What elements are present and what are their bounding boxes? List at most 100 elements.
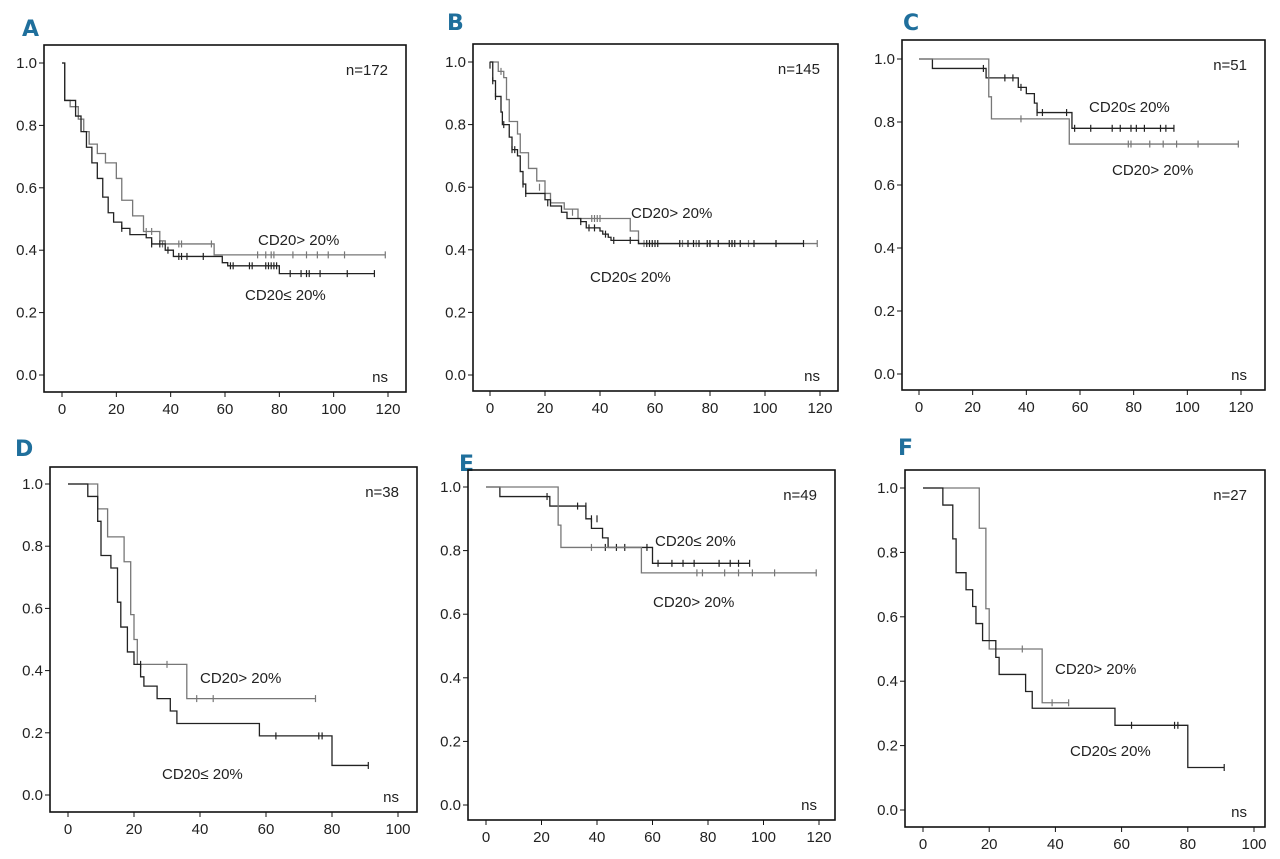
x-tick-label: 0 (58, 401, 66, 418)
series-label: CD20> 20% (200, 670, 281, 687)
y-tick-label: 0.6 (16, 180, 37, 197)
x-tick-label: 40 (1018, 399, 1035, 416)
plot-frame (901, 39, 1266, 391)
y-tick-label: 0.0 (16, 367, 37, 384)
p-value-label: ns (383, 789, 399, 806)
x-tick-label: 80 (700, 829, 717, 846)
x-tick-label: 60 (217, 401, 234, 418)
p-value-label: ns (372, 369, 388, 386)
survival-curve (68, 483, 369, 767)
panel-label: F (898, 436, 913, 461)
y-tick-label: 0.8 (16, 117, 37, 134)
x-tick-label: 20 (533, 829, 550, 846)
series-label: CD20≤ 20% (655, 533, 736, 550)
x-tick-label: 120 (806, 829, 831, 846)
x-tick-label: 0 (64, 821, 72, 838)
y-tick-label: 0.4 (22, 663, 43, 680)
y-tick-label: 0.6 (445, 179, 466, 196)
y-tick-label: 0.6 (440, 606, 461, 623)
x-tick-label: 20 (537, 400, 554, 417)
panel-label: D (15, 437, 33, 462)
y-tick-label: 0.0 (22, 787, 43, 804)
x-tick-label: 80 (271, 401, 288, 418)
x-tick-label: 100 (321, 401, 346, 418)
survival-curve (919, 58, 1174, 129)
panel-label: E (459, 452, 474, 477)
p-value-label: ns (1231, 804, 1247, 821)
y-tick-label: 0.8 (877, 544, 898, 561)
y-tick-label: 1.0 (22, 476, 43, 493)
x-tick-label: 120 (807, 400, 832, 417)
series-label: CD20≤ 20% (162, 766, 243, 783)
series-label: CD20≤ 20% (245, 287, 326, 304)
x-tick-label: 100 (752, 400, 777, 417)
y-tick-label: 0.2 (440, 733, 461, 750)
n-label: n=51 (1213, 57, 1247, 74)
x-tick-label: 40 (192, 821, 209, 838)
series-label: CD20> 20% (1055, 661, 1136, 678)
y-tick-label: 0.4 (440, 670, 461, 687)
x-tick-label: 120 (375, 401, 400, 418)
series-label: CD20≤ 20% (590, 269, 671, 286)
y-tick-label: 0.4 (16, 242, 37, 259)
survival-curve (62, 62, 375, 275)
n-label: n=27 (1213, 487, 1247, 504)
x-tick-label: 60 (647, 400, 664, 417)
survival-curve (486, 486, 750, 564)
y-tick-label: 0.6 (877, 609, 898, 626)
n-label: n=38 (365, 484, 399, 501)
y-tick-label: 1.0 (877, 480, 898, 497)
y-tick-label: 0.0 (445, 367, 466, 384)
y-tick-label: 0.8 (440, 543, 461, 560)
p-value-label: ns (1231, 367, 1247, 384)
x-tick-label: 20 (108, 401, 125, 418)
x-tick-label: 0 (919, 836, 927, 853)
survival-curve (923, 487, 1225, 769)
x-tick-label: 60 (1072, 399, 1089, 416)
p-value-label: ns (804, 368, 820, 385)
survival-curve (923, 487, 1069, 704)
survival-curve (68, 483, 316, 700)
x-tick-label: 40 (162, 401, 179, 418)
panel-label: A (22, 17, 39, 42)
x-tick-label: 120 (1228, 399, 1253, 416)
x-tick-label: 20 (964, 399, 981, 416)
series-label: CD20> 20% (653, 594, 734, 611)
y-tick-label: 0.2 (445, 304, 466, 321)
y-tick-label: 0.6 (22, 600, 43, 617)
x-tick-label: 100 (751, 829, 776, 846)
survival-curve (486, 486, 817, 574)
survival-curve (62, 62, 386, 256)
series-label: CD20> 20% (258, 232, 339, 249)
x-tick-label: 80 (1179, 836, 1196, 853)
x-tick-label: 80 (702, 400, 719, 417)
y-tick-label: 0.8 (22, 538, 43, 555)
y-tick-label: 0.0 (877, 802, 898, 819)
survival-curve (490, 61, 804, 245)
y-tick-label: 0.4 (445, 242, 466, 259)
series-label: CD20> 20% (1112, 162, 1193, 179)
x-tick-label: 20 (981, 836, 998, 853)
plot-frame (467, 469, 836, 821)
y-tick-label: 0.2 (877, 738, 898, 755)
x-tick-label: 0 (915, 399, 923, 416)
plot-frame (49, 466, 418, 813)
y-tick-label: 0.8 (445, 117, 466, 134)
y-tick-label: 0.4 (877, 673, 898, 690)
plot-frame (904, 469, 1266, 828)
y-tick-label: 0.0 (874, 366, 895, 383)
y-tick-label: 0.2 (874, 303, 895, 320)
x-tick-label: 20 (126, 821, 143, 838)
y-tick-label: 0.2 (16, 305, 37, 322)
y-tick-label: 0.4 (874, 240, 895, 257)
panel-label: C (903, 11, 919, 36)
x-tick-label: 0 (482, 829, 490, 846)
y-tick-label: 0.2 (22, 725, 43, 742)
x-tick-label: 80 (1125, 399, 1142, 416)
x-tick-label: 60 (1113, 836, 1130, 853)
x-tick-label: 0 (486, 400, 494, 417)
plot-frame (43, 44, 407, 393)
x-tick-label: 40 (592, 400, 609, 417)
series-label: CD20> 20% (631, 205, 712, 222)
